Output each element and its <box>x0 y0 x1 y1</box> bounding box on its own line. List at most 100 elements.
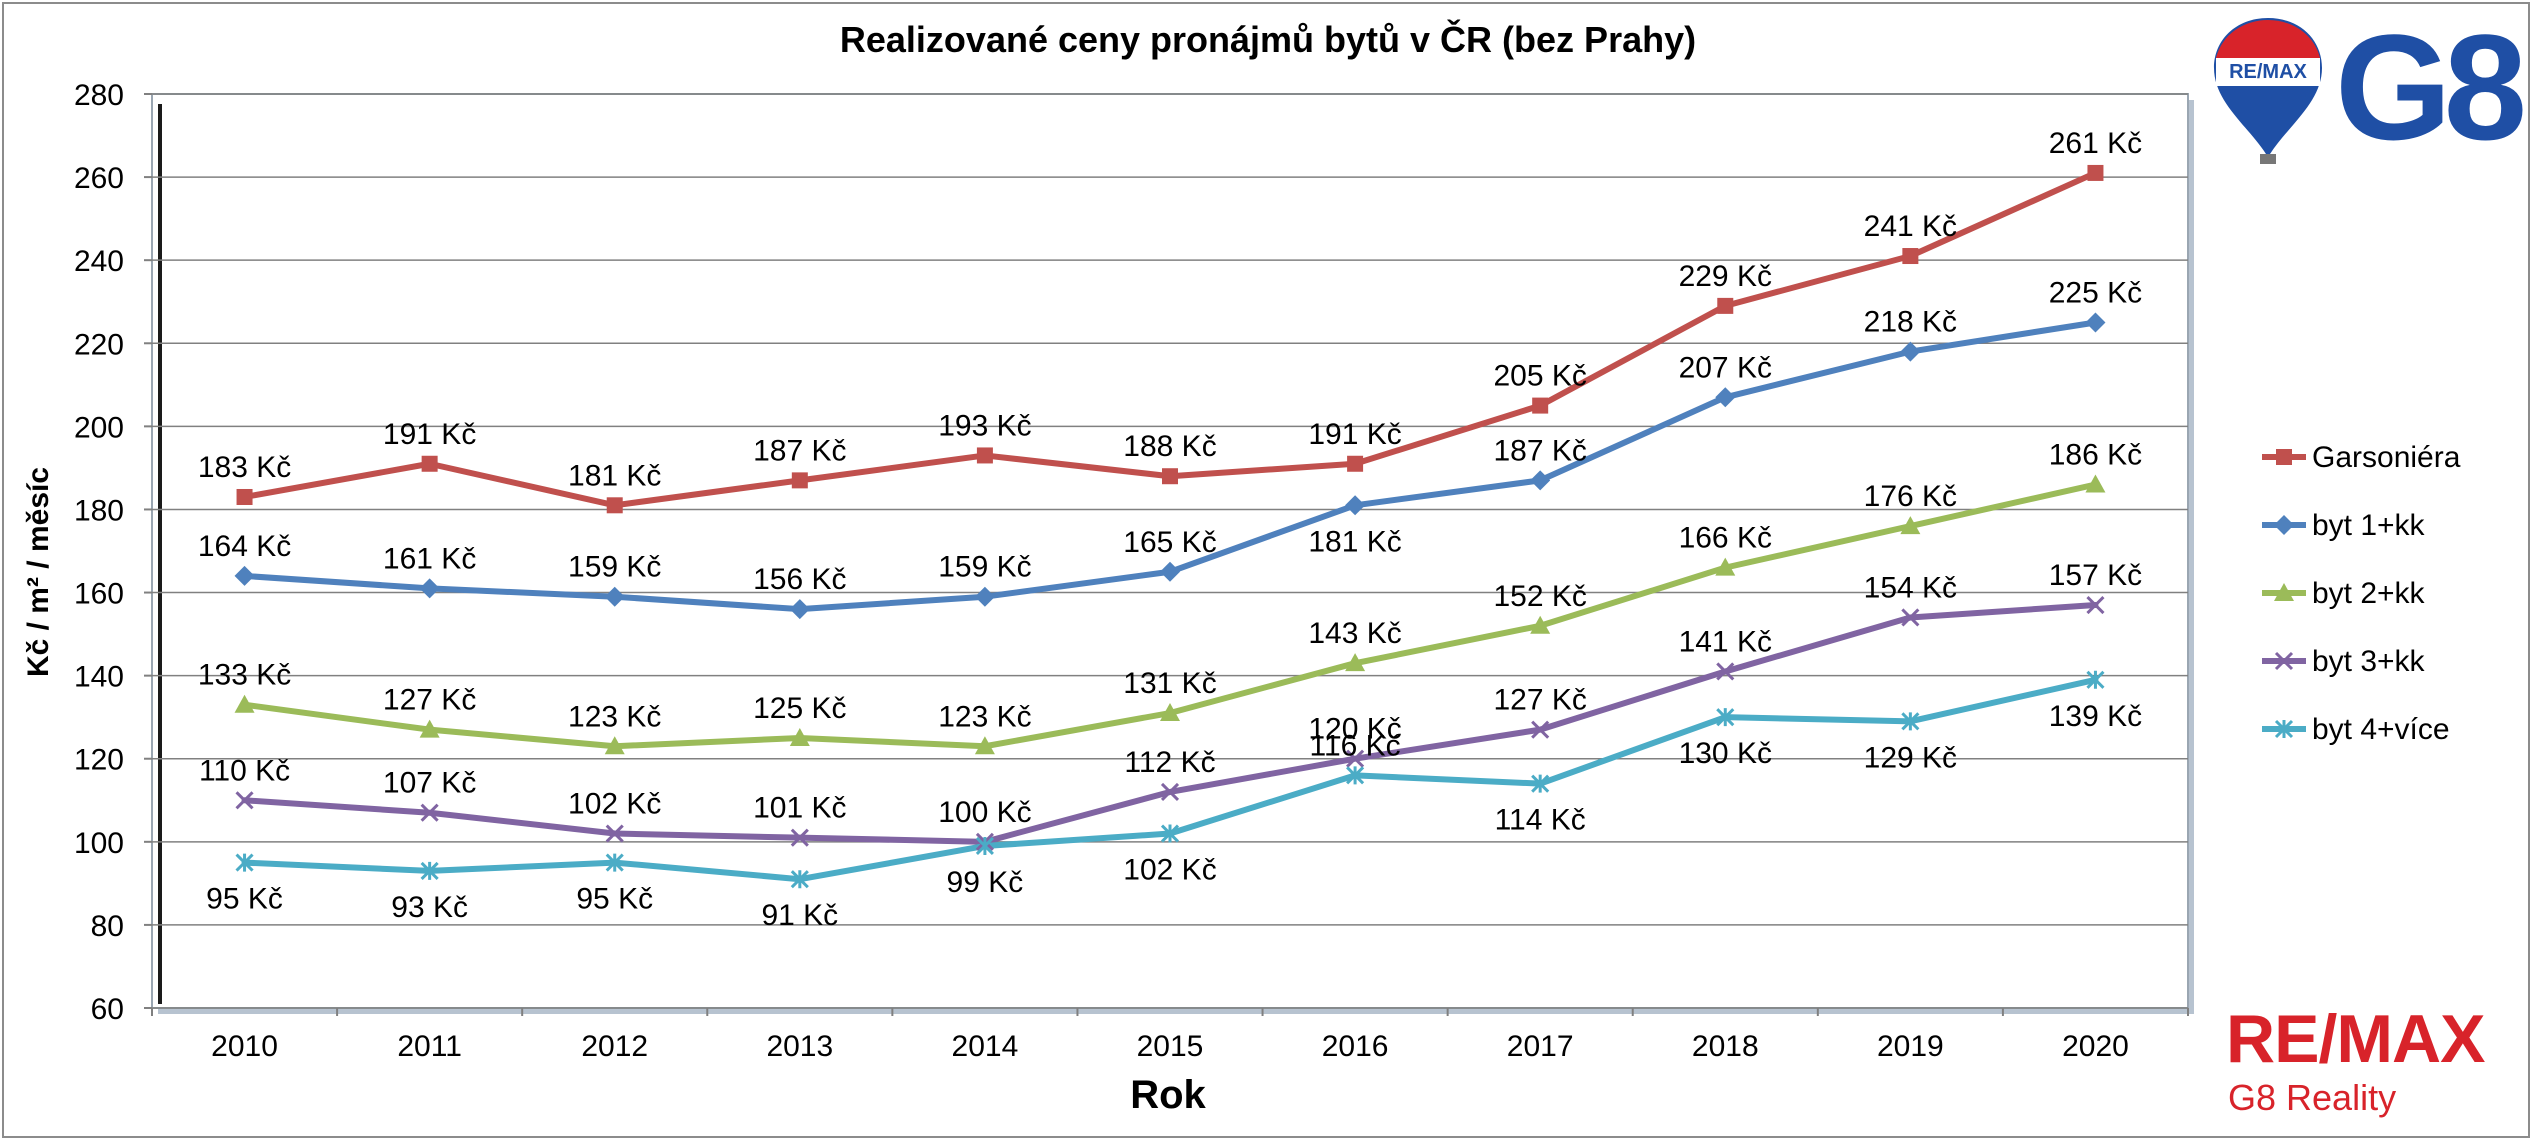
data-point <box>1531 774 1550 793</box>
data-point <box>1530 470 1551 491</box>
data-label: 181 Kč <box>1308 525 1401 558</box>
data-label: 91 Kč <box>761 899 838 932</box>
data-point <box>235 853 254 872</box>
data-point <box>235 791 254 810</box>
x-tick-label: 2014 <box>952 1030 1019 1063</box>
data-label: 161 Kč <box>383 542 476 575</box>
chart-title: Realizované ceny pronájmů bytů v ČR (bez… <box>840 18 1696 60</box>
x-tick-label: 2012 <box>581 1030 648 1063</box>
data-point <box>1345 495 1366 516</box>
data-label: 241 Kč <box>1864 210 1957 243</box>
data-label: 116 Kč <box>1310 729 1401 762</box>
data-point <box>605 824 624 843</box>
data-label: 93 Kč <box>391 891 468 924</box>
data-label: 100 Kč <box>938 796 1031 829</box>
y-tick-label: 60 <box>91 993 124 1026</box>
x-tick-label: 2018 <box>1692 1030 1759 1063</box>
data-label: 139 Kč <box>2049 700 2142 733</box>
data-point <box>2085 312 2106 333</box>
data-point <box>420 861 439 880</box>
data-point <box>234 565 255 586</box>
data-label: 152 Kč <box>1493 580 1586 613</box>
y-tick-label: 240 <box>74 245 124 278</box>
x-tick-label: 2010 <box>211 1030 278 1063</box>
data-label: 143 Kč <box>1308 617 1401 650</box>
data-label: 164 Kč <box>198 530 291 563</box>
y-tick-label: 280 <box>74 79 124 112</box>
data-point <box>790 828 809 847</box>
data-point <box>1716 708 1735 727</box>
remax-balloon-icon: RE/MAX <box>2214 18 2322 164</box>
legend-marker <box>2274 651 2294 671</box>
data-point <box>2086 670 2105 689</box>
y-tick-label: 180 <box>74 494 124 527</box>
data-label: 157 Kč <box>2049 559 2142 592</box>
data-point <box>1160 703 1180 722</box>
data-label: 110 Kč <box>199 754 290 787</box>
data-label: 123 Kč <box>938 700 1031 733</box>
data-label: 127 Kč <box>1493 684 1586 717</box>
legend-label: byt 2+kk <box>2312 577 2426 610</box>
data-label: 218 Kč <box>1864 306 1957 339</box>
legend-label: Garsoniéra <box>2312 441 2461 474</box>
data-label: 183 Kč <box>198 451 291 484</box>
data-label: 261 Kč <box>2049 127 2142 160</box>
data-label: 187 Kč <box>753 434 846 467</box>
data-point <box>789 599 810 620</box>
data-label: 130 Kč <box>1679 737 1772 770</box>
data-label: 101 Kč <box>753 792 846 825</box>
data-point <box>974 586 995 607</box>
data-label: 112 Kč <box>1124 746 1215 779</box>
legend-marker <box>2276 449 2292 465</box>
legend-marker <box>2274 583 2294 601</box>
legend-label: byt 4+více <box>2312 713 2450 746</box>
data-point <box>1532 397 1549 414</box>
legend-marker <box>2274 515 2294 535</box>
data-label: 186 Kč <box>2049 439 2142 472</box>
x-tick-label: 2019 <box>1877 1030 1944 1063</box>
data-label: 120 Kč <box>1308 713 1401 746</box>
legend-label: byt 1+kk <box>2312 509 2426 542</box>
data-point <box>2085 474 2106 493</box>
data-label: 129 Kč <box>1864 741 1957 774</box>
data-point <box>419 578 440 599</box>
data-label: 187 Kč <box>1493 434 1586 467</box>
data-point <box>2086 595 2105 615</box>
data-point <box>605 853 624 872</box>
data-point <box>2087 164 2104 181</box>
data-point <box>1717 297 1734 314</box>
data-point <box>1715 387 1736 408</box>
data-label: 125 Kč <box>753 692 846 725</box>
data-label: 156 Kč <box>753 563 846 596</box>
data-point <box>1900 516 1921 535</box>
data-label: 102 Kč <box>568 788 661 821</box>
y-tick-label: 140 <box>74 661 124 694</box>
data-label: 141 Kč <box>1679 625 1772 658</box>
x-tick-label: 2015 <box>1137 1030 1204 1063</box>
data-point <box>236 488 253 505</box>
data-label: 165 Kč <box>1123 526 1216 559</box>
data-point <box>976 447 993 464</box>
data-label: 225 Kč <box>2049 277 2142 310</box>
data-point <box>1715 557 1736 576</box>
data-point <box>421 455 438 472</box>
data-label: 123 Kč <box>568 700 661 733</box>
svg-text:RE/MAX: RE/MAX <box>2229 61 2307 83</box>
data-label: 107 Kč <box>383 767 476 800</box>
y-tick-label: 160 <box>74 578 124 611</box>
x-tick-label: 2017 <box>1507 1030 1574 1063</box>
data-label: 193 Kč <box>938 409 1031 442</box>
y-tick-label: 260 <box>74 162 124 195</box>
data-point <box>1531 720 1550 739</box>
y-tick-label: 220 <box>74 328 124 361</box>
data-point <box>606 497 623 514</box>
data-point <box>790 870 809 889</box>
remax-wordmark: RE/MAX <box>2226 1001 2485 1077</box>
x-tick-label: 2016 <box>1322 1030 1389 1063</box>
data-point <box>1346 766 1365 785</box>
data-point <box>1346 749 1365 768</box>
data-point <box>1530 615 1551 634</box>
data-label: 133 Kč <box>198 659 291 692</box>
x-axis-label: Rok <box>1130 1073 1206 1117</box>
